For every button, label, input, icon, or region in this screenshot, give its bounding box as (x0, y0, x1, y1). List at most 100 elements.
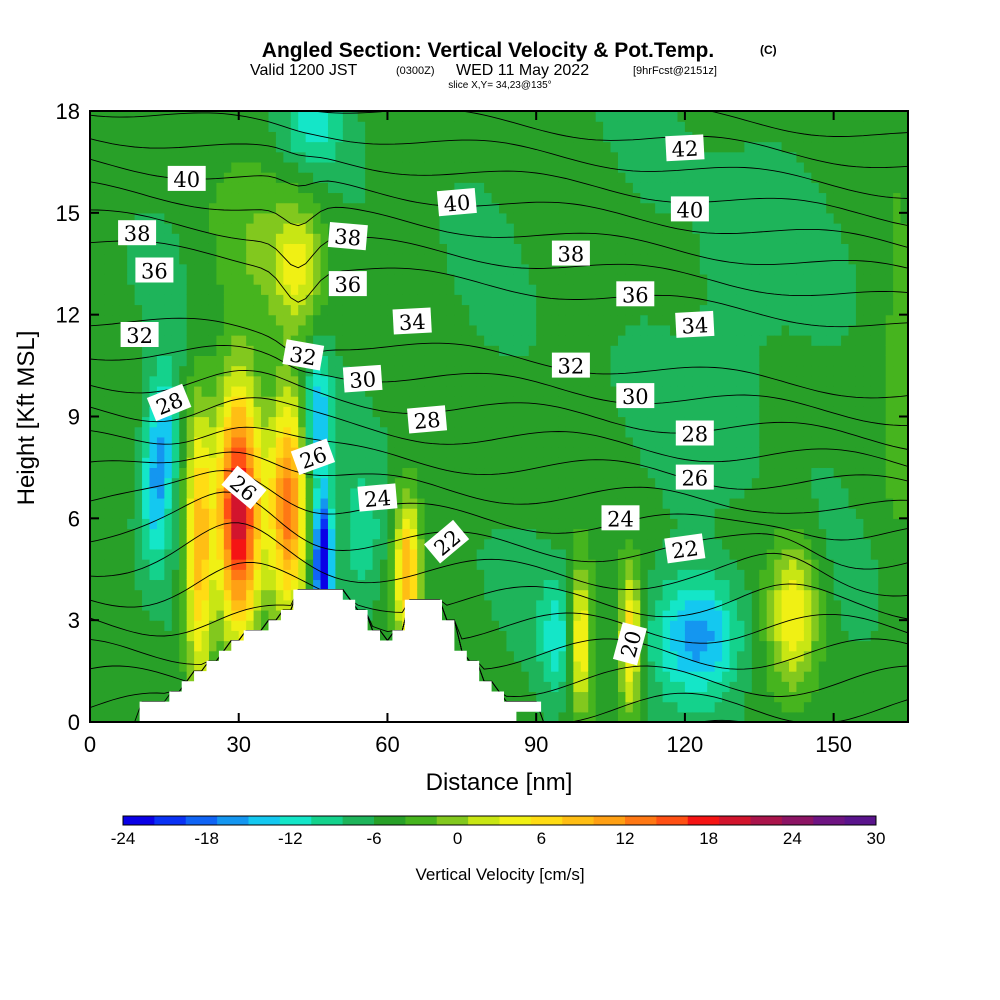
velocity-cell (164, 335, 173, 346)
velocity-cell (194, 660, 203, 672)
velocity-cell (565, 457, 574, 469)
velocity-cell (142, 630, 151, 642)
velocity-cell (692, 589, 701, 601)
velocity-cell (521, 640, 530, 652)
velocity-cell (335, 151, 344, 163)
velocity-cell (201, 253, 210, 265)
velocity-cell (432, 355, 441, 367)
velocity-cell (461, 131, 470, 143)
velocity-cell (156, 691, 165, 703)
velocity-cell (632, 447, 641, 458)
velocity-cell (313, 497, 322, 509)
velocity-cell (365, 528, 374, 540)
velocity-cell (171, 355, 180, 367)
velocity-cell (134, 640, 143, 652)
velocity-cell (513, 172, 522, 183)
velocity-cell (387, 324, 396, 336)
velocity-cell (350, 355, 359, 367)
velocity-cell (617, 345, 627, 356)
velocity-cell (380, 294, 389, 306)
velocity-cell (499, 650, 508, 662)
velocity-cell (372, 447, 381, 458)
velocity-cell (499, 131, 508, 143)
velocity-cell (275, 202, 284, 214)
velocity-cell (640, 324, 649, 336)
velocity-cell (617, 335, 627, 346)
velocity-cell (588, 202, 597, 214)
velocity-cell (647, 141, 656, 153)
velocity-cell (253, 406, 262, 418)
velocity-cell (298, 528, 307, 540)
velocity-cell (610, 711, 619, 722)
velocity-cell (231, 620, 240, 631)
velocity-cell (536, 630, 545, 642)
velocity-cell (97, 223, 106, 234)
velocity-cell (208, 457, 218, 469)
velocity-cell (454, 497, 463, 509)
velocity-cell (97, 436, 106, 448)
velocity-cell (558, 599, 567, 611)
velocity-cell (528, 467, 537, 479)
velocity-cell (261, 467, 270, 479)
velocity-cell (186, 559, 195, 570)
velocity-cell (558, 447, 567, 458)
velocity-cell (640, 253, 649, 265)
velocity-cell (506, 202, 515, 214)
velocity-cell (365, 324, 374, 336)
velocity-cell (625, 467, 634, 479)
velocity-cell (320, 314, 329, 326)
velocity-cell (327, 314, 336, 326)
velocity-cell (290, 467, 299, 479)
velocity-cell (97, 457, 106, 469)
velocity-cell (588, 701, 597, 713)
velocity-cell (677, 640, 686, 652)
velocity-cell (647, 172, 656, 183)
velocity-cell (335, 345, 344, 356)
velocity-cell (238, 304, 247, 316)
velocity-cell (201, 579, 210, 591)
velocity-cell (387, 355, 396, 367)
velocity-cell (216, 121, 225, 132)
velocity-cell (707, 660, 716, 672)
velocity-cell (536, 538, 545, 550)
velocity-cell (261, 609, 270, 621)
velocity-cell (387, 528, 396, 540)
velocity-cell (186, 111, 195, 122)
velocity-cell (536, 151, 545, 163)
velocity-cell (595, 681, 604, 693)
velocity-cell (186, 599, 195, 611)
velocity-cell (692, 620, 701, 631)
velocity-cell (90, 182, 99, 194)
velocity-cell (335, 559, 344, 570)
velocity-cell (380, 569, 389, 581)
velocity-cell (551, 345, 560, 356)
velocity-cell (275, 355, 284, 367)
velocity-cell (357, 212, 366, 224)
velocity-cell (268, 569, 277, 581)
velocity-cell (164, 416, 173, 428)
velocity-cell (461, 467, 470, 479)
velocity-cell (484, 457, 493, 469)
velocity-cell (313, 111, 322, 122)
velocity-cell (580, 161, 589, 173)
velocity-cell (499, 528, 508, 540)
velocity-cell (186, 284, 195, 295)
velocity-cell (402, 243, 411, 255)
velocity-cell (305, 538, 314, 550)
velocity-cell (223, 599, 232, 611)
velocity-cell (573, 324, 582, 336)
velocity-cell (365, 335, 374, 346)
velocity-cell (320, 182, 329, 194)
velocity-cell (558, 202, 567, 214)
velocity-cell (543, 385, 552, 397)
velocity-cell (194, 548, 203, 560)
velocity-cell (536, 548, 545, 560)
velocity-cell (402, 508, 411, 519)
velocity-cell (365, 579, 374, 591)
velocity-cell (387, 599, 396, 611)
velocity-cell (521, 548, 530, 560)
velocity-cell (394, 345, 403, 356)
velocity-cell (543, 569, 552, 581)
velocity-cell (670, 528, 679, 540)
velocity-cell (513, 559, 522, 570)
